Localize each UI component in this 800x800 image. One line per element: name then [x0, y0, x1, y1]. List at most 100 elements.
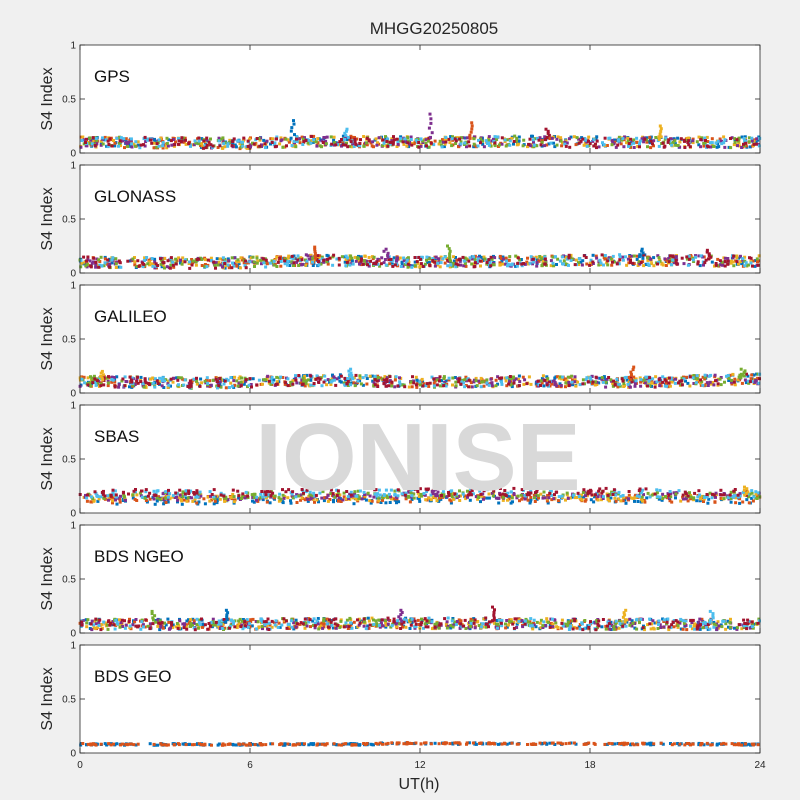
data-point [647, 379, 651, 383]
data-point [458, 619, 462, 623]
data-point [614, 493, 618, 497]
data-point [418, 264, 422, 268]
data-point [275, 382, 279, 386]
data-point [638, 145, 641, 149]
data-point [404, 495, 408, 499]
data-point [679, 499, 683, 503]
data-point [212, 488, 216, 492]
data-point [472, 265, 476, 269]
data-point [729, 490, 733, 494]
data-point [346, 379, 350, 383]
data-point [181, 495, 185, 498]
data-point [456, 377, 460, 381]
data-point [479, 500, 482, 504]
data-point [498, 493, 502, 497]
data-point [618, 253, 622, 257]
data-point [653, 380, 657, 384]
data-point [574, 143, 578, 147]
data-point [454, 380, 458, 384]
data-point [375, 377, 379, 381]
data-point [357, 623, 361, 627]
data-point [666, 492, 670, 496]
data-point [113, 144, 117, 148]
data-point [473, 254, 477, 258]
data-point [750, 496, 754, 500]
data-point [703, 373, 707, 377]
data-point [151, 495, 155, 499]
data-point [626, 382, 630, 386]
data-point [221, 622, 225, 626]
data-point [362, 135, 366, 138]
data-point [685, 136, 689, 140]
data-point [481, 625, 485, 629]
data-point [286, 496, 290, 500]
data-point [281, 376, 285, 379]
data-point [497, 143, 501, 147]
data-point [85, 496, 89, 500]
data-point [340, 138, 343, 141]
data-point [577, 495, 581, 498]
data-point [305, 373, 309, 377]
data-point [136, 375, 139, 379]
data-point [400, 492, 404, 496]
data-point [321, 141, 325, 144]
data-point [560, 618, 564, 622]
data-point [479, 141, 482, 145]
data-point [506, 262, 510, 266]
data-point [549, 141, 553, 145]
data-point [476, 259, 479, 263]
data-point [225, 377, 229, 381]
data-point [119, 265, 123, 269]
data-point [114, 493, 118, 497]
data-point [576, 491, 580, 495]
data-point [732, 380, 736, 384]
data-point [582, 495, 586, 499]
data-point [742, 490, 746, 494]
scatter-points [78, 244, 761, 270]
data-point [126, 145, 130, 148]
data-point [669, 492, 673, 496]
data-point [79, 259, 83, 263]
data-point [94, 262, 98, 266]
data-point [390, 497, 394, 501]
data-point [564, 624, 568, 628]
data-point [215, 498, 219, 502]
data-point [656, 254, 660, 258]
data-point [332, 498, 335, 502]
data-point [459, 263, 463, 267]
data-point [314, 377, 318, 381]
data-point [174, 257, 178, 261]
data-point [159, 623, 163, 627]
data-point [195, 382, 199, 386]
data-point [323, 496, 327, 500]
data-point [636, 144, 640, 148]
data-point [89, 384, 92, 388]
data-point [461, 255, 465, 259]
data-point [358, 142, 362, 145]
data-point [353, 255, 357, 259]
data-point [261, 627, 264, 631]
data-point [255, 495, 259, 499]
data-point [98, 263, 102, 267]
data-point [257, 378, 261, 382]
data-point [683, 490, 687, 494]
data-point [307, 498, 311, 501]
data-point [313, 254, 317, 258]
data-point [333, 495, 337, 499]
data-point [555, 263, 558, 266]
data-point [523, 494, 527, 497]
data-point [181, 259, 185, 263]
data-point [340, 144, 343, 148]
data-point [584, 256, 588, 259]
data-point [192, 492, 196, 496]
data-point [680, 383, 684, 387]
data-point [651, 619, 655, 623]
data-point [348, 256, 352, 260]
data-point [564, 144, 568, 148]
data-point [752, 142, 756, 146]
data-point [655, 380, 659, 384]
data-point [734, 259, 737, 263]
data-point [110, 258, 114, 262]
data-point [678, 379, 682, 383]
data-point [487, 143, 491, 147]
